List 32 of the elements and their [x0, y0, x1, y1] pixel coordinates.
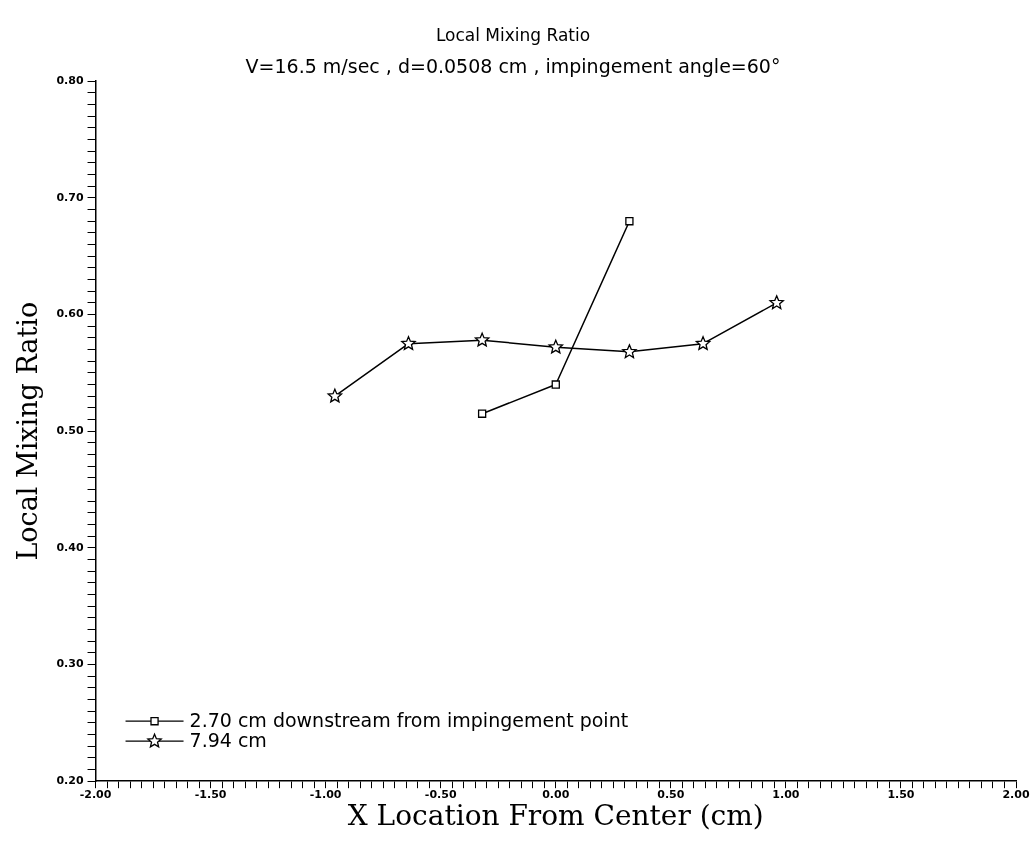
point — [548, 339, 564, 354]
point — [477, 409, 487, 418]
x-axis-title: X Location From Center (cm) — [347, 799, 764, 833]
point — [622, 344, 637, 359]
x-tick-label: 0.50 — [657, 787, 685, 801]
x-tick-label: -1.00 — [309, 787, 342, 801]
x-tick-label: 0.00 — [542, 787, 570, 801]
chart-title: Local Mixing Ratio — [435, 24, 591, 45]
y-tick-label: 0.50 — [56, 424, 84, 438]
x-tick-label: 1.00 — [772, 787, 800, 801]
y-tick-label: 0.60 — [56, 307, 84, 321]
legend-label: 2.70 cm downstream from impingement point — [189, 709, 629, 732]
point — [695, 336, 711, 351]
y-tick-label: 0.70 — [56, 190, 84, 204]
y-tick-label: 0.20 — [56, 774, 84, 788]
point — [551, 380, 560, 389]
point — [474, 332, 490, 347]
point — [327, 388, 343, 403]
point — [769, 295, 784, 310]
y-tick-label: 0.80 — [56, 74, 84, 88]
chart-subtitle: V=16.5 m/sec , d=0.0508 cm , impingement angle=60° — [245, 54, 781, 77]
point — [625, 217, 634, 226]
y-tick-label: 0.30 — [56, 657, 84, 671]
y-tick-label: 0.40 — [56, 540, 84, 554]
y-axis-title: Local Mixing Ratio — [12, 301, 44, 561]
x-tick-label: 1.50 — [887, 787, 915, 801]
x-tick-label: 2.00 — [1002, 787, 1030, 801]
legend-label: 7.94 cm — [189, 729, 267, 752]
x-tick-label: -0.50 — [424, 787, 457, 801]
x-tick-label: -2.00 — [79, 787, 112, 801]
point — [401, 336, 416, 351]
x-tick-label: -1.50 — [194, 787, 227, 801]
